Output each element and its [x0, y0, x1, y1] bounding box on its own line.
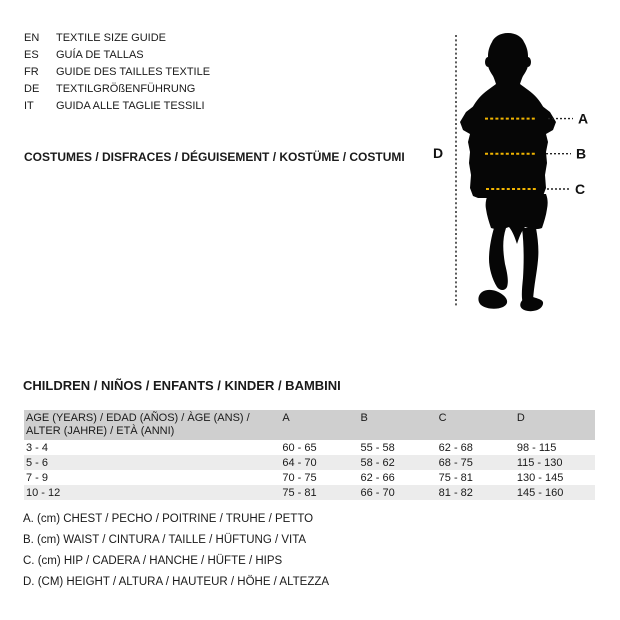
svg-text:C: C: [575, 181, 585, 197]
svg-text:D: D: [433, 145, 443, 161]
svg-text:B: B: [576, 146, 586, 162]
svg-text:A: A: [578, 111, 588, 127]
